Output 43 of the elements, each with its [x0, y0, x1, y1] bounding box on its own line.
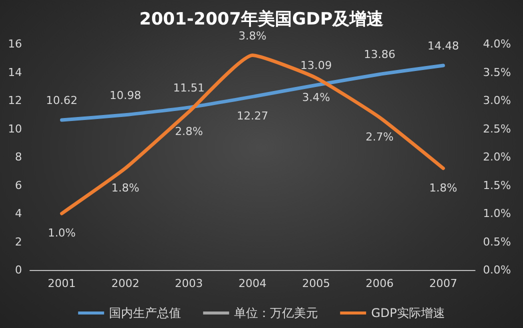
y-tick-label: 10 — [8, 122, 22, 136]
x-tick-label: 2002 — [111, 277, 140, 290]
y2-tick-label: 0.5% — [483, 235, 511, 248]
y-tick-label: 16 — [8, 38, 22, 50]
y2-tick-label: 1.5% — [483, 178, 511, 192]
data-label: 2.8% — [174, 124, 203, 138]
y-tick-label: 0 — [15, 264, 22, 276]
y-tick-label: 8 — [15, 150, 22, 164]
data-label: 3.4% — [302, 90, 330, 104]
chart-title: 2001-2007年美国GDP及增速 — [139, 10, 384, 30]
y2-tick-label: 2.5% — [483, 122, 511, 136]
y2-tick-label: 1.0% — [483, 207, 511, 220]
legend-label: GDP实际增速 — [371, 306, 445, 320]
y2-tick-label: 3.5% — [483, 66, 511, 79]
x-tick-label: 2003 — [174, 277, 203, 290]
x-tick-label: 2005 — [302, 277, 330, 290]
data-label: 1.8% — [429, 181, 458, 194]
data-label: 14.48 — [427, 39, 459, 52]
x-tick-label: 2007 — [429, 277, 458, 290]
data-label: 13.86 — [364, 48, 396, 62]
data-label: 10.62 — [46, 94, 78, 107]
data-label: 10.98 — [110, 88, 142, 102]
x-tick-label: 2004 — [238, 277, 266, 290]
data-label: 13.09 — [300, 59, 332, 72]
y2-tick-label: 4.0% — [483, 38, 511, 50]
y-tick-label: 2 — [15, 235, 22, 248]
data-label: 3.8% — [238, 29, 266, 42]
y2-tick-label: 3.0% — [483, 94, 511, 107]
y-tick-label: 4 — [15, 207, 22, 220]
y2-tick-label: 2.0% — [483, 150, 511, 164]
data-label: 1.8% — [111, 181, 140, 194]
legend-label: 单位：万亿美元 — [234, 306, 318, 320]
data-label: 2.7% — [366, 130, 394, 144]
x-tick-label: 2006 — [366, 277, 394, 290]
y-tick-label: 12 — [8, 94, 22, 107]
x-tick-label: 2001 — [48, 277, 76, 290]
legend-label: 国内生产总值 — [109, 306, 182, 320]
y-tick-label: 14 — [8, 66, 22, 79]
y-tick-label: 6 — [15, 178, 22, 192]
data-label: 11.51 — [173, 81, 205, 94]
data-label: 1.0% — [48, 226, 76, 240]
data-label: 12.27 — [236, 110, 268, 123]
y2-tick-label: 0.0% — [483, 264, 511, 276]
